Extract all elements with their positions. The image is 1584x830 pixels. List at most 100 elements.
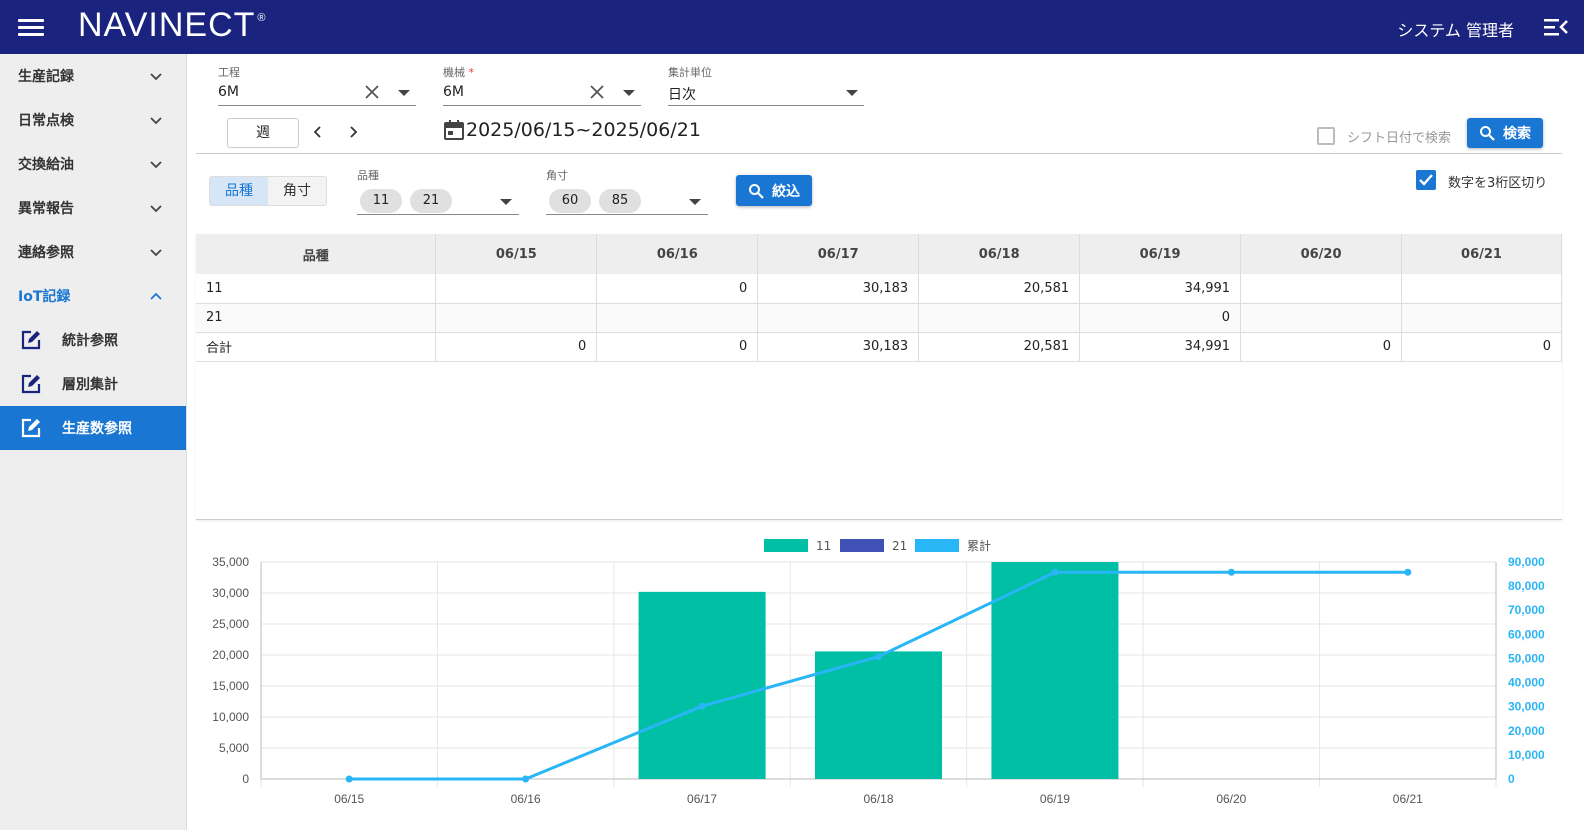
legend-swatch <box>840 539 884 552</box>
search-button[interactable]: 検索 <box>1467 118 1543 148</box>
data-table: 品種 06/15 06/16 06/17 06/18 06/19 06/20 06/21 11… <box>196 234 1562 362</box>
calendar-icon[interactable] <box>443 119 465 141</box>
y-tick-right: 0 <box>1508 772 1515 786</box>
column-header[interactable]: 品種 <box>196 234 437 274</box>
column-header[interactable]: 06/19 <box>1079 234 1242 274</box>
chip[interactable]: 21 <box>410 189 452 213</box>
clear-icon[interactable] <box>589 84 605 100</box>
table-cell: 0 <box>435 332 598 362</box>
app-bar: NAVINECT ® システム 管理者 <box>0 0 1584 54</box>
user-name[interactable]: システム 管理者 <box>1397 21 1514 40</box>
column-header[interactable]: 06/16 <box>596 234 759 274</box>
size-filter[interactable]: 角寸 60 85 <box>546 167 708 215</box>
app-logo[interactable]: NAVINECT ® <box>78 6 267 44</box>
table-header-row: 品種 06/15 06/16 06/17 06/18 06/19 06/20 06/21 <box>196 234 1562 274</box>
process-select[interactable]: 工程 6M <box>218 64 416 106</box>
sidebar-item[interactable]: 異常報告 <box>0 186 186 230</box>
table-cell: 21 <box>196 303 437 333</box>
toggle-kind[interactable]: 品種 <box>210 177 268 205</box>
period-button[interactable]: 週 <box>227 118 299 148</box>
table-row: 21 0 <box>196 303 1562 333</box>
table-cell: 20,581 <box>918 332 1081 362</box>
chip[interactable]: 11 <box>360 189 402 213</box>
unit-label: 集計単位 <box>668 66 712 79</box>
kind-filter[interactable]: 品種 11 21 <box>357 167 519 215</box>
bar-11 <box>991 562 1119 779</box>
sidebar-item[interactable]: 日常点検 <box>0 98 186 142</box>
chevron-down-icon[interactable] <box>846 90 858 96</box>
cumulative-point <box>522 775 530 783</box>
chevron-down-icon <box>150 161 162 169</box>
chevron-down-icon[interactable] <box>500 199 512 205</box>
search-icon <box>1480 126 1495 141</box>
column-header[interactable]: 06/20 <box>1240 234 1403 274</box>
bar-11 <box>814 651 943 779</box>
column-header[interactable]: 06/18 <box>918 234 1081 274</box>
sidebar-subitem-label: 統計参照 <box>62 333 118 349</box>
chevron-down-icon <box>150 205 162 213</box>
table-row: 11 0 30,183 20,581 34,991 <box>196 274 1562 304</box>
x-tick-label: 06/18 <box>863 792 893 806</box>
chevron-down-icon <box>150 73 162 81</box>
machine-label: 機械 <box>443 66 465 79</box>
shift-date-label: シフト日付で検索 <box>1347 131 1452 146</box>
sidebar-subitem[interactable]: 層別集計 <box>0 362 186 406</box>
shift-date-checkbox[interactable] <box>1317 127 1335 145</box>
y-tick-right: 30,000 <box>1508 700 1545 714</box>
sidebar-item[interactable]: 連絡参照 <box>0 230 186 274</box>
sidebar-subitem[interactable]: 統計参照 <box>0 318 186 362</box>
narrow-button[interactable]: 絞込 <box>736 175 812 206</box>
cumulative-point <box>1404 568 1412 576</box>
column-header[interactable]: 06/15 <box>435 234 598 274</box>
cumulative-point <box>1227 568 1235 576</box>
chevron-down-icon[interactable] <box>623 90 635 96</box>
y-tick-left: 20,000 <box>212 648 249 662</box>
chevron-down-icon[interactable] <box>689 199 701 205</box>
x-tick-label: 06/21 <box>1393 792 1423 806</box>
legend-label: 11 <box>816 539 831 553</box>
chip[interactable]: 85 <box>599 189 641 213</box>
chevron-down-icon[interactable] <box>398 90 410 96</box>
column-header[interactable]: 06/17 <box>757 234 920 274</box>
unit-select[interactable]: 集計単位 日次 <box>668 64 864 106</box>
y-tick-right: 90,000 <box>1508 555 1545 569</box>
sidebar-subitem[interactable]: 生産数参照 <box>0 406 186 450</box>
machine-select[interactable]: 機械 * 6M <box>443 64 641 106</box>
y-tick-right: 80,000 <box>1508 579 1545 593</box>
chevron-left-icon[interactable] <box>311 125 325 139</box>
sidebar-item[interactable]: 交換給油 <box>0 142 186 186</box>
cumulative-point <box>1051 568 1059 576</box>
x-tick-label: 06/19 <box>1040 792 1070 806</box>
clear-icon[interactable] <box>364 84 380 100</box>
column-header[interactable]: 06/21 <box>1401 234 1562 274</box>
table-cell: 11 <box>196 274 437 304</box>
table-cell: 0 <box>1079 303 1242 333</box>
y-tick-right: 60,000 <box>1508 627 1545 641</box>
menu-icon[interactable] <box>18 16 44 38</box>
digits-separator-checkbox[interactable] <box>1416 170 1436 190</box>
required-mark: * <box>468 66 475 79</box>
table-cell: 0 <box>596 332 759 362</box>
table-cell: 20,581 <box>918 274 1081 304</box>
toggle-size[interactable]: 角寸 <box>268 177 326 205</box>
chevron-right-icon[interactable] <box>346 125 360 139</box>
sidebar-subitem-label: 層別集計 <box>62 377 118 393</box>
edit-icon <box>21 374 41 394</box>
table-cell: 0 <box>1401 332 1562 362</box>
table-cell: 34,991 <box>1079 332 1242 362</box>
process-label: 工程 <box>218 66 240 79</box>
sidebar-item[interactable]: 生産記録 <box>0 54 186 98</box>
table-cell <box>918 303 1081 333</box>
sidebar-item[interactable]: IoT記録 <box>0 274 186 318</box>
cumulative-point <box>875 653 882 661</box>
sidebar-subitem-label: 生産数参照 <box>62 421 132 437</box>
chevron-down-icon <box>150 117 162 125</box>
table-cell: 0 <box>596 274 759 304</box>
table-cell <box>1401 303 1562 333</box>
search-icon <box>749 183 764 199</box>
menu-collapse-icon[interactable] <box>1544 16 1568 38</box>
edit-icon <box>21 330 41 350</box>
date-range[interactable]: 2025/06/15~2025/06/21 <box>466 119 701 141</box>
chip[interactable]: 60 <box>549 189 591 213</box>
sidebar: 生産記録 日常点検 交換給油 異常報告 連絡参照 IoT記録統計参照層別集計生産数参照 <box>0 54 187 830</box>
